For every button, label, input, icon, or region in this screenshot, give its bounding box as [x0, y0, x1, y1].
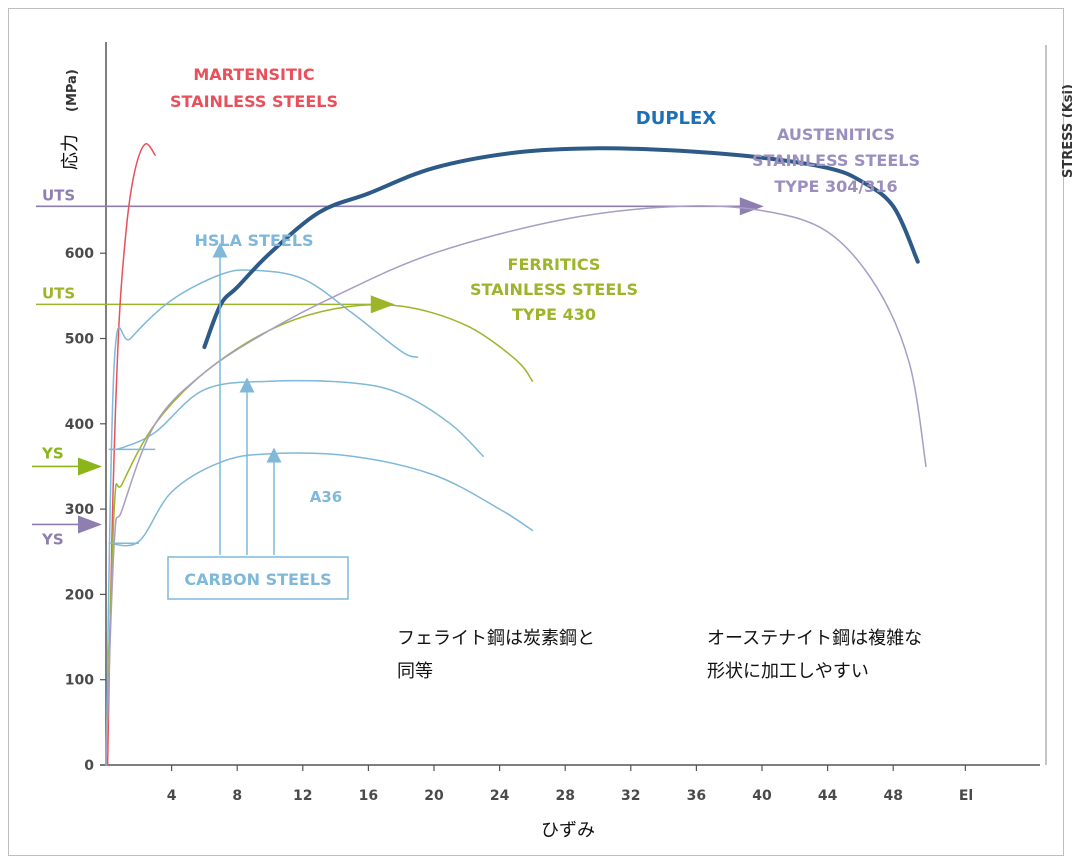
uts-label: UTS	[42, 284, 75, 302]
ys-arrow-head	[78, 457, 102, 476]
x-tick-label: 4	[167, 788, 177, 804]
y-tick-label: 600	[65, 246, 94, 262]
x-tick-label: 40	[752, 788, 772, 804]
y-tick-label: 100	[65, 673, 94, 689]
label-hsla: HSLA STEELS	[194, 231, 313, 250]
series-line-ferritics-stainless-steels-type-430	[105, 303, 534, 766]
uts-label: UTS	[42, 186, 75, 204]
annotation-ferritic-1: フェライト鋼は炭素鋼と	[397, 628, 595, 649]
x-axis-title: ひずみ	[541, 820, 595, 841]
series-line-duplex	[202, 146, 920, 349]
label-duplex: DUPLEX	[636, 108, 717, 129]
label-austenitic-3: TYPE 304/316	[774, 177, 897, 196]
carbon-steels-box	[167, 556, 349, 600]
ys-arrow-head	[78, 515, 102, 534]
y-ticks: 0 100 200 300 400 500 600	[65, 246, 106, 774]
series-line-hsla-steels	[105, 269, 419, 766]
x-end-label: El	[959, 788, 973, 804]
x-tick-label: 20	[424, 788, 444, 804]
series-line-austenitics-stainless-steels-type-304-316	[105, 205, 927, 766]
series-group	[105, 143, 927, 766]
y-tick-label: 500	[65, 332, 94, 348]
x-tick-label: 28	[555, 788, 574, 804]
y-tick-label: 200	[65, 587, 94, 603]
x-tick-label: 8	[232, 788, 242, 804]
ys-markers: YS YS	[32, 444, 102, 548]
annotation-ferritic-2: 同等	[397, 661, 433, 682]
x-tick-label: 44	[818, 788, 838, 804]
x-ticks: 4 8 12 16 20 24 28 32 36 40 44 48	[167, 765, 966, 804]
label-ferritic-1: FERRITICS	[508, 255, 601, 274]
x-tick-label: 12	[293, 788, 312, 804]
x-tick-label: 16	[359, 788, 378, 804]
annotation-austenitic-1: オーステナイト鋼は複雑な	[707, 628, 922, 649]
label-martensitic-2: STAINLESS STEELS	[170, 92, 338, 111]
x-tick-label: 36	[687, 788, 706, 804]
series-line-martensitic-stainless-steels	[106, 143, 156, 766]
annotation-austenitic-2: 形状に加工しやすい	[707, 661, 869, 682]
y-axis-title: 応力	[60, 134, 81, 170]
reference-lines: UTS UTS	[36, 186, 764, 314]
y-axis-unit: (MPa)	[65, 69, 80, 112]
label-austenitic-1: AUSTENITICS	[777, 125, 895, 144]
x-tick-label: 48	[883, 788, 902, 804]
y-tick-label: 300	[65, 502, 94, 518]
y-tick-label: 400	[65, 417, 94, 433]
label-austenitic-2: STAINLESS STEELS	[752, 151, 920, 170]
x-tick-label: 32	[621, 788, 640, 804]
ys-label: YS	[41, 444, 64, 462]
ys-label: YS	[41, 530, 64, 548]
y-tick-label: 0	[84, 758, 94, 774]
label-carbon: CARBON STEELS	[184, 570, 331, 589]
right-axis-title: STRESS (Ksi)	[1061, 84, 1072, 178]
label-martensitic-1: MARTENSITIC	[193, 65, 314, 84]
uts-arrow-head	[739, 197, 764, 216]
series-line-carbon-steels	[108, 379, 484, 457]
label-ferritic-3: TYPE 430	[512, 305, 596, 324]
x-tick-label: 24	[490, 788, 510, 804]
label-a36: A36	[310, 488, 342, 506]
label-ferritic-2: STAINLESS STEELS	[470, 280, 638, 299]
